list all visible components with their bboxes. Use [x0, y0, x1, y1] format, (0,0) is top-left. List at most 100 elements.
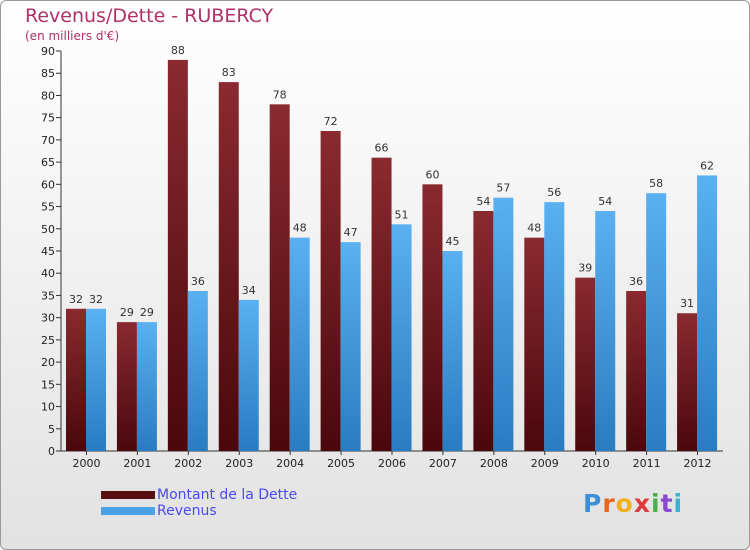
brand-letter: P	[583, 489, 603, 518]
data-label-revenue: 54	[598, 195, 612, 208]
brand-letter: i	[673, 489, 684, 518]
bar-revenue	[289, 237, 310, 451]
bar-debt	[116, 322, 137, 451]
x-tick-label: 2008	[480, 457, 508, 470]
bar-revenue	[595, 211, 616, 451]
y-tick-label: 5	[48, 423, 55, 436]
data-label-debt: 31	[680, 297, 694, 310]
data-label-revenue: 47	[344, 226, 358, 239]
y-tick-label: 10	[41, 401, 55, 414]
x-tick-label: 2010	[582, 457, 610, 470]
legend-label-debt: Montant de la Dette	[157, 487, 298, 503]
data-label-revenue: 56	[547, 186, 561, 199]
brand-logo: Proxiti	[583, 489, 683, 518]
brand-letter: o	[615, 489, 634, 518]
y-tick-label: 60	[41, 178, 55, 191]
bar-revenue	[340, 242, 361, 451]
bar-revenue	[544, 202, 565, 451]
bar-debt	[66, 308, 86, 451]
data-label-debt: 66	[375, 142, 389, 155]
bar-debt	[575, 277, 596, 451]
bar-debt	[167, 59, 188, 452]
y-tick-label: 55	[41, 201, 55, 214]
chart-title: Revenus/Dette - RUBERCY	[25, 5, 274, 27]
x-tick-label: 2005	[327, 457, 355, 470]
y-tick-label: 40	[41, 267, 55, 280]
x-tick-label: 2012	[684, 457, 712, 470]
bar-revenue	[187, 291, 208, 451]
data-label-debt: 88	[171, 44, 185, 57]
y-tick-label: 35	[41, 289, 55, 302]
data-label-debt: 54	[476, 195, 490, 208]
data-label-debt: 60	[425, 168, 439, 181]
data-label-revenue: 36	[191, 275, 205, 288]
data-label-revenue: 51	[395, 208, 409, 221]
bar-revenue	[646, 193, 667, 451]
x-tick-label: 2000	[72, 457, 100, 470]
x-tick-label: 2002	[174, 457, 202, 470]
bar-debt	[677, 313, 698, 451]
data-label-debt: 72	[324, 115, 338, 128]
data-label-debt: 32	[69, 293, 83, 306]
data-label-revenue: 58	[649, 177, 663, 190]
x-tick-label: 2003	[225, 457, 253, 470]
data-label-debt: 29	[120, 306, 134, 319]
brand-letter: x	[633, 489, 651, 518]
brand-letter: i	[651, 489, 661, 518]
y-tick-label: 25	[41, 334, 55, 347]
y-tick-label: 20	[41, 356, 55, 369]
legend-item-revenue: Revenus	[101, 503, 297, 519]
bar-debt	[422, 184, 443, 452]
data-label-revenue: 29	[140, 306, 154, 319]
y-tick-label: 80	[41, 89, 55, 102]
x-tick-label: 2009	[531, 457, 559, 470]
data-label-debt: 36	[629, 275, 643, 288]
legend-item-debt: Montant de la Dette	[101, 487, 297, 503]
x-tick-label: 2007	[429, 457, 457, 470]
data-label-revenue: 48	[293, 222, 307, 235]
chart-subtitle: (en milliers d'€)	[25, 29, 120, 43]
data-label-revenue: 32	[89, 293, 103, 306]
legend-swatch-revenue	[101, 507, 155, 515]
bar-revenue	[136, 322, 157, 451]
bar-debt	[320, 131, 341, 451]
y-tick-label: 85	[41, 67, 55, 80]
x-tick-label: 2001	[123, 457, 151, 470]
bar-debt	[269, 104, 290, 451]
data-label-revenue: 45	[445, 235, 459, 248]
legend-label-revenue: Revenus	[157, 503, 217, 519]
bar-revenue	[493, 197, 514, 451]
y-tick-label: 0	[48, 445, 55, 458]
x-tick-label: 2006	[378, 457, 406, 470]
data-label-debt: 78	[273, 88, 287, 101]
brand-letter: t	[660, 489, 674, 518]
bar-revenue	[238, 299, 259, 451]
bar-debt	[626, 291, 647, 451]
y-tick-label: 30	[41, 312, 55, 325]
bar-revenue	[86, 308, 106, 451]
data-label-debt: 48	[527, 222, 541, 235]
x-tick-label: 2011	[633, 457, 661, 470]
bar-debt	[524, 237, 545, 451]
data-label-debt: 83	[222, 66, 236, 79]
bar-revenue	[442, 251, 463, 451]
bar-debt	[218, 82, 239, 451]
data-label-revenue: 57	[496, 182, 510, 195]
y-tick-label: 50	[41, 223, 55, 236]
legend-swatch-debt	[101, 491, 155, 499]
bar-revenue	[391, 224, 412, 451]
data-label-debt: 39	[578, 262, 592, 275]
y-tick-label: 90	[41, 45, 55, 58]
bar-revenue	[697, 175, 718, 451]
y-tick-label: 70	[41, 134, 55, 147]
data-label-revenue: 34	[242, 284, 256, 297]
y-tick-label: 65	[41, 156, 55, 169]
y-tick-label: 45	[41, 245, 55, 258]
bar-debt	[473, 211, 494, 451]
legend: Montant de la Dette Revenus	[101, 487, 297, 519]
y-tick-label: 15	[41, 378, 55, 391]
data-label-revenue: 62	[700, 159, 714, 172]
y-tick-label: 75	[41, 112, 55, 125]
